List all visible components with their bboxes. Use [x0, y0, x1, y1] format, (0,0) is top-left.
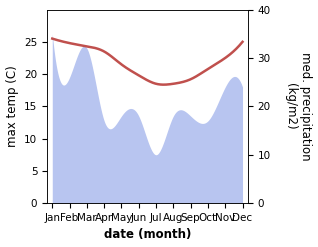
Y-axis label: max temp (C): max temp (C): [5, 65, 18, 147]
X-axis label: date (month): date (month): [104, 228, 191, 242]
Y-axis label: med. precipitation
(kg/m2): med. precipitation (kg/m2): [284, 52, 313, 161]
